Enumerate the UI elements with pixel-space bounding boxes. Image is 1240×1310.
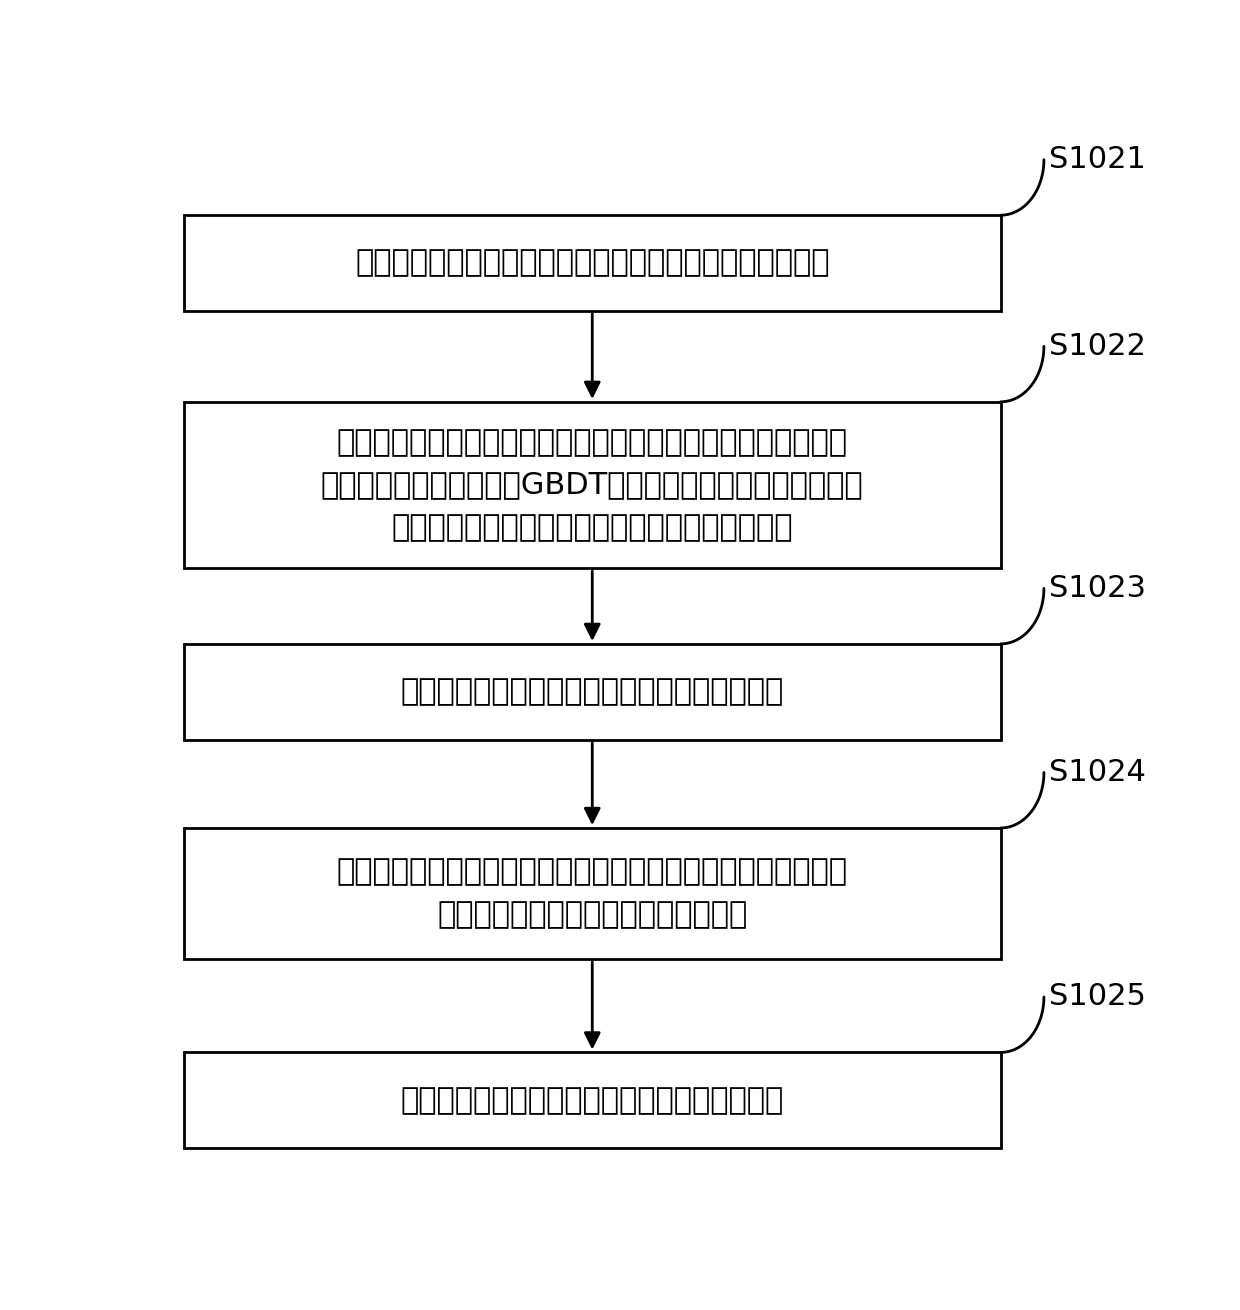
Bar (184, 1052, 1001, 1149)
Text: 根据所述特征信息对应的样本值，按照预测的特征条件将所述异
常帐号、正常帐号分配至GBDT模型中的首棵回归决策树，直至
每个异常帐号、正常帐号均分配至每一个叶子节: 根据所述特征信息对应的样本值，按照预测的特征条件将所述异 常帐号、正常帐号分配至… (321, 428, 863, 542)
Bar (184, 402, 1001, 569)
Text: S1022: S1022 (1049, 331, 1146, 360)
Bar (184, 215, 1001, 310)
Bar (184, 828, 1001, 959)
Text: S1024: S1024 (1049, 758, 1146, 787)
Text: S1023: S1023 (1049, 574, 1146, 603)
Text: 针对每一个叶子节点，根据所述损失函数和常数值估算每一所述
异常帐号、正常帐号对应的残差近似值: 针对每一个叶子节点，根据所述损失函数和常数值估算每一所述 异常帐号、正常帐号对应… (337, 858, 848, 930)
Text: S1025: S1025 (1049, 982, 1146, 1011)
Text: S1021: S1021 (1049, 145, 1146, 174)
Text: 获取每一所述异常帐号、正常帐号的特征信息对应的样本值: 获取每一所述异常帐号、正常帐号的特征信息对应的样本值 (355, 249, 830, 278)
Text: 基于所有残差近似值迭代训练下一棵回归决策树: 基于所有残差近似值迭代训练下一棵回归决策树 (401, 1086, 784, 1115)
Bar (184, 645, 1001, 740)
Text: 获取损失函数，初始化损失函数极小化的常数值: 获取损失函数，初始化损失函数极小化的常数值 (401, 677, 784, 706)
